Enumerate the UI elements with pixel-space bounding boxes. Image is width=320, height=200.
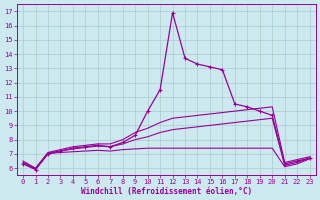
X-axis label: Windchill (Refroidissement éolien,°C): Windchill (Refroidissement éolien,°C) [81,187,252,196]
